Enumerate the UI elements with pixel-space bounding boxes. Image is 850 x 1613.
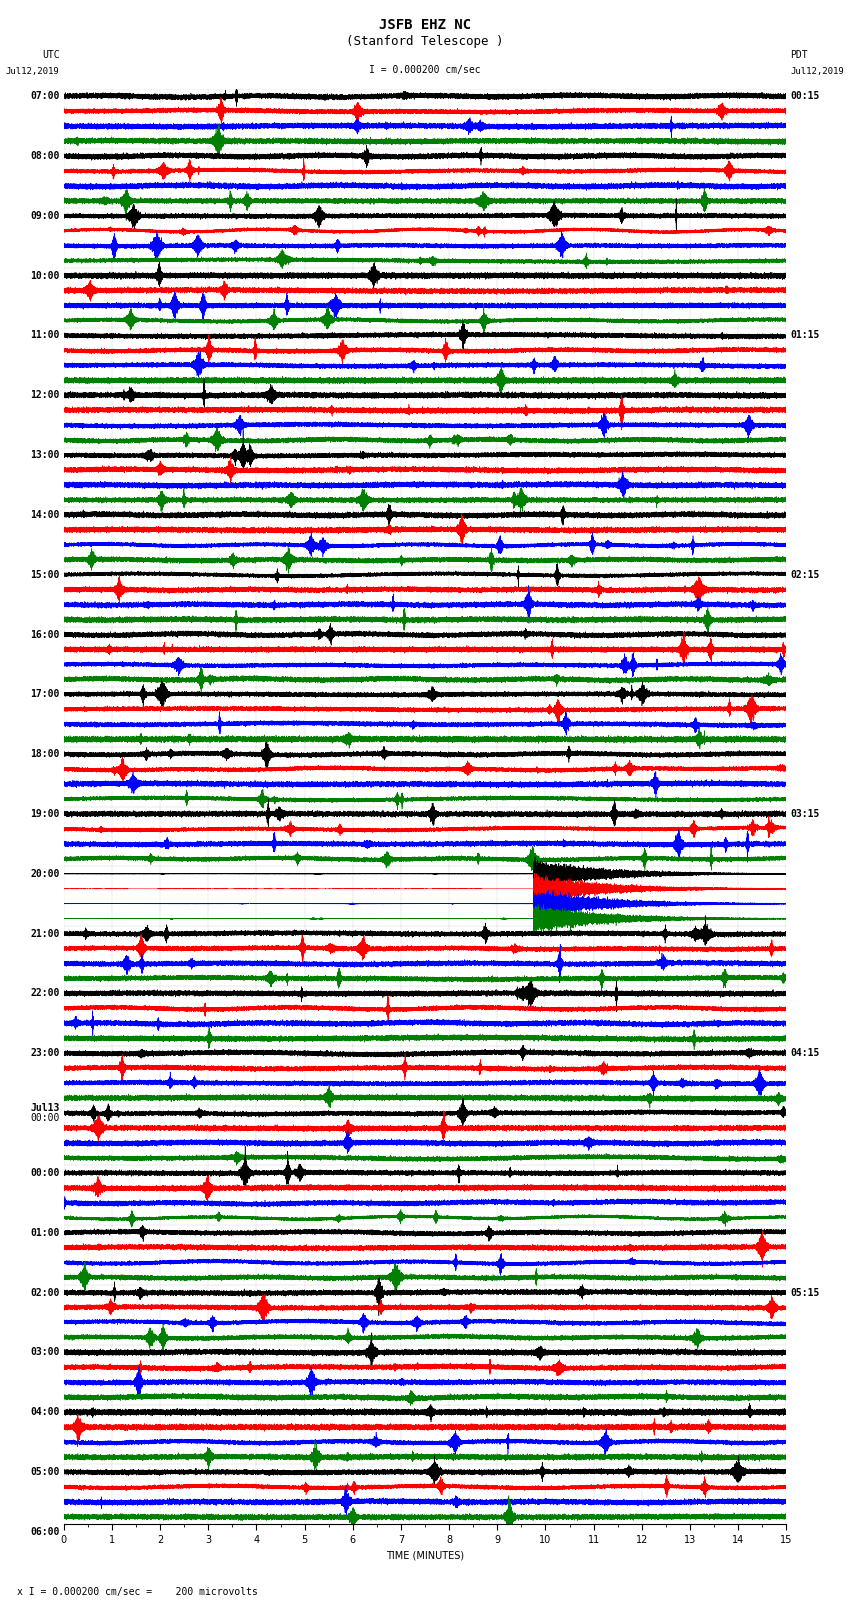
Text: 08:00: 08:00	[30, 152, 60, 161]
Text: 05:00: 05:00	[30, 1466, 60, 1478]
Text: UTC: UTC	[42, 50, 60, 60]
Text: 19:00: 19:00	[30, 810, 60, 819]
Text: 03:00: 03:00	[30, 1347, 60, 1357]
Text: 00:00: 00:00	[30, 1113, 60, 1123]
Text: 02:00: 02:00	[30, 1287, 60, 1297]
Text: 04:15: 04:15	[790, 1048, 820, 1058]
Text: 17:00: 17:00	[30, 689, 60, 700]
Text: 00:15: 00:15	[790, 92, 820, 102]
Text: 11:00: 11:00	[30, 331, 60, 340]
Text: 18:00: 18:00	[30, 748, 60, 760]
Text: Jul12,2019: Jul12,2019	[790, 66, 844, 76]
Text: 07:00: 07:00	[30, 92, 60, 102]
Text: (Stanford Telescope ): (Stanford Telescope )	[346, 35, 504, 48]
Text: 03:15: 03:15	[790, 810, 820, 819]
Text: 12:00: 12:00	[30, 390, 60, 400]
Text: 09:00: 09:00	[30, 211, 60, 221]
Text: x I = 0.000200 cm/sec =    200 microvolts: x I = 0.000200 cm/sec = 200 microvolts	[17, 1587, 258, 1597]
Text: I = 0.000200 cm/sec: I = 0.000200 cm/sec	[369, 65, 481, 74]
Text: 20:00: 20:00	[30, 869, 60, 879]
Text: 06:00: 06:00	[30, 1528, 60, 1537]
Text: 10:00: 10:00	[30, 271, 60, 281]
Text: PDT: PDT	[790, 50, 808, 60]
Text: Jul13: Jul13	[30, 1103, 60, 1113]
Text: 04:00: 04:00	[30, 1407, 60, 1418]
Text: 16:00: 16:00	[30, 629, 60, 639]
Text: Jul12,2019: Jul12,2019	[6, 66, 60, 76]
Text: 05:15: 05:15	[790, 1287, 820, 1297]
Text: 23:00: 23:00	[30, 1048, 60, 1058]
Text: 21:00: 21:00	[30, 929, 60, 939]
Text: 01:00: 01:00	[30, 1227, 60, 1237]
Text: 02:15: 02:15	[790, 569, 820, 579]
Text: 00:00: 00:00	[30, 1168, 60, 1177]
Text: 13:00: 13:00	[30, 450, 60, 460]
Text: 15:00: 15:00	[30, 569, 60, 579]
Text: JSFB EHZ NC: JSFB EHZ NC	[379, 18, 471, 32]
Text: 01:15: 01:15	[790, 331, 820, 340]
Text: 14:00: 14:00	[30, 510, 60, 519]
X-axis label: TIME (MINUTES): TIME (MINUTES)	[386, 1550, 464, 1560]
Text: 22:00: 22:00	[30, 989, 60, 998]
